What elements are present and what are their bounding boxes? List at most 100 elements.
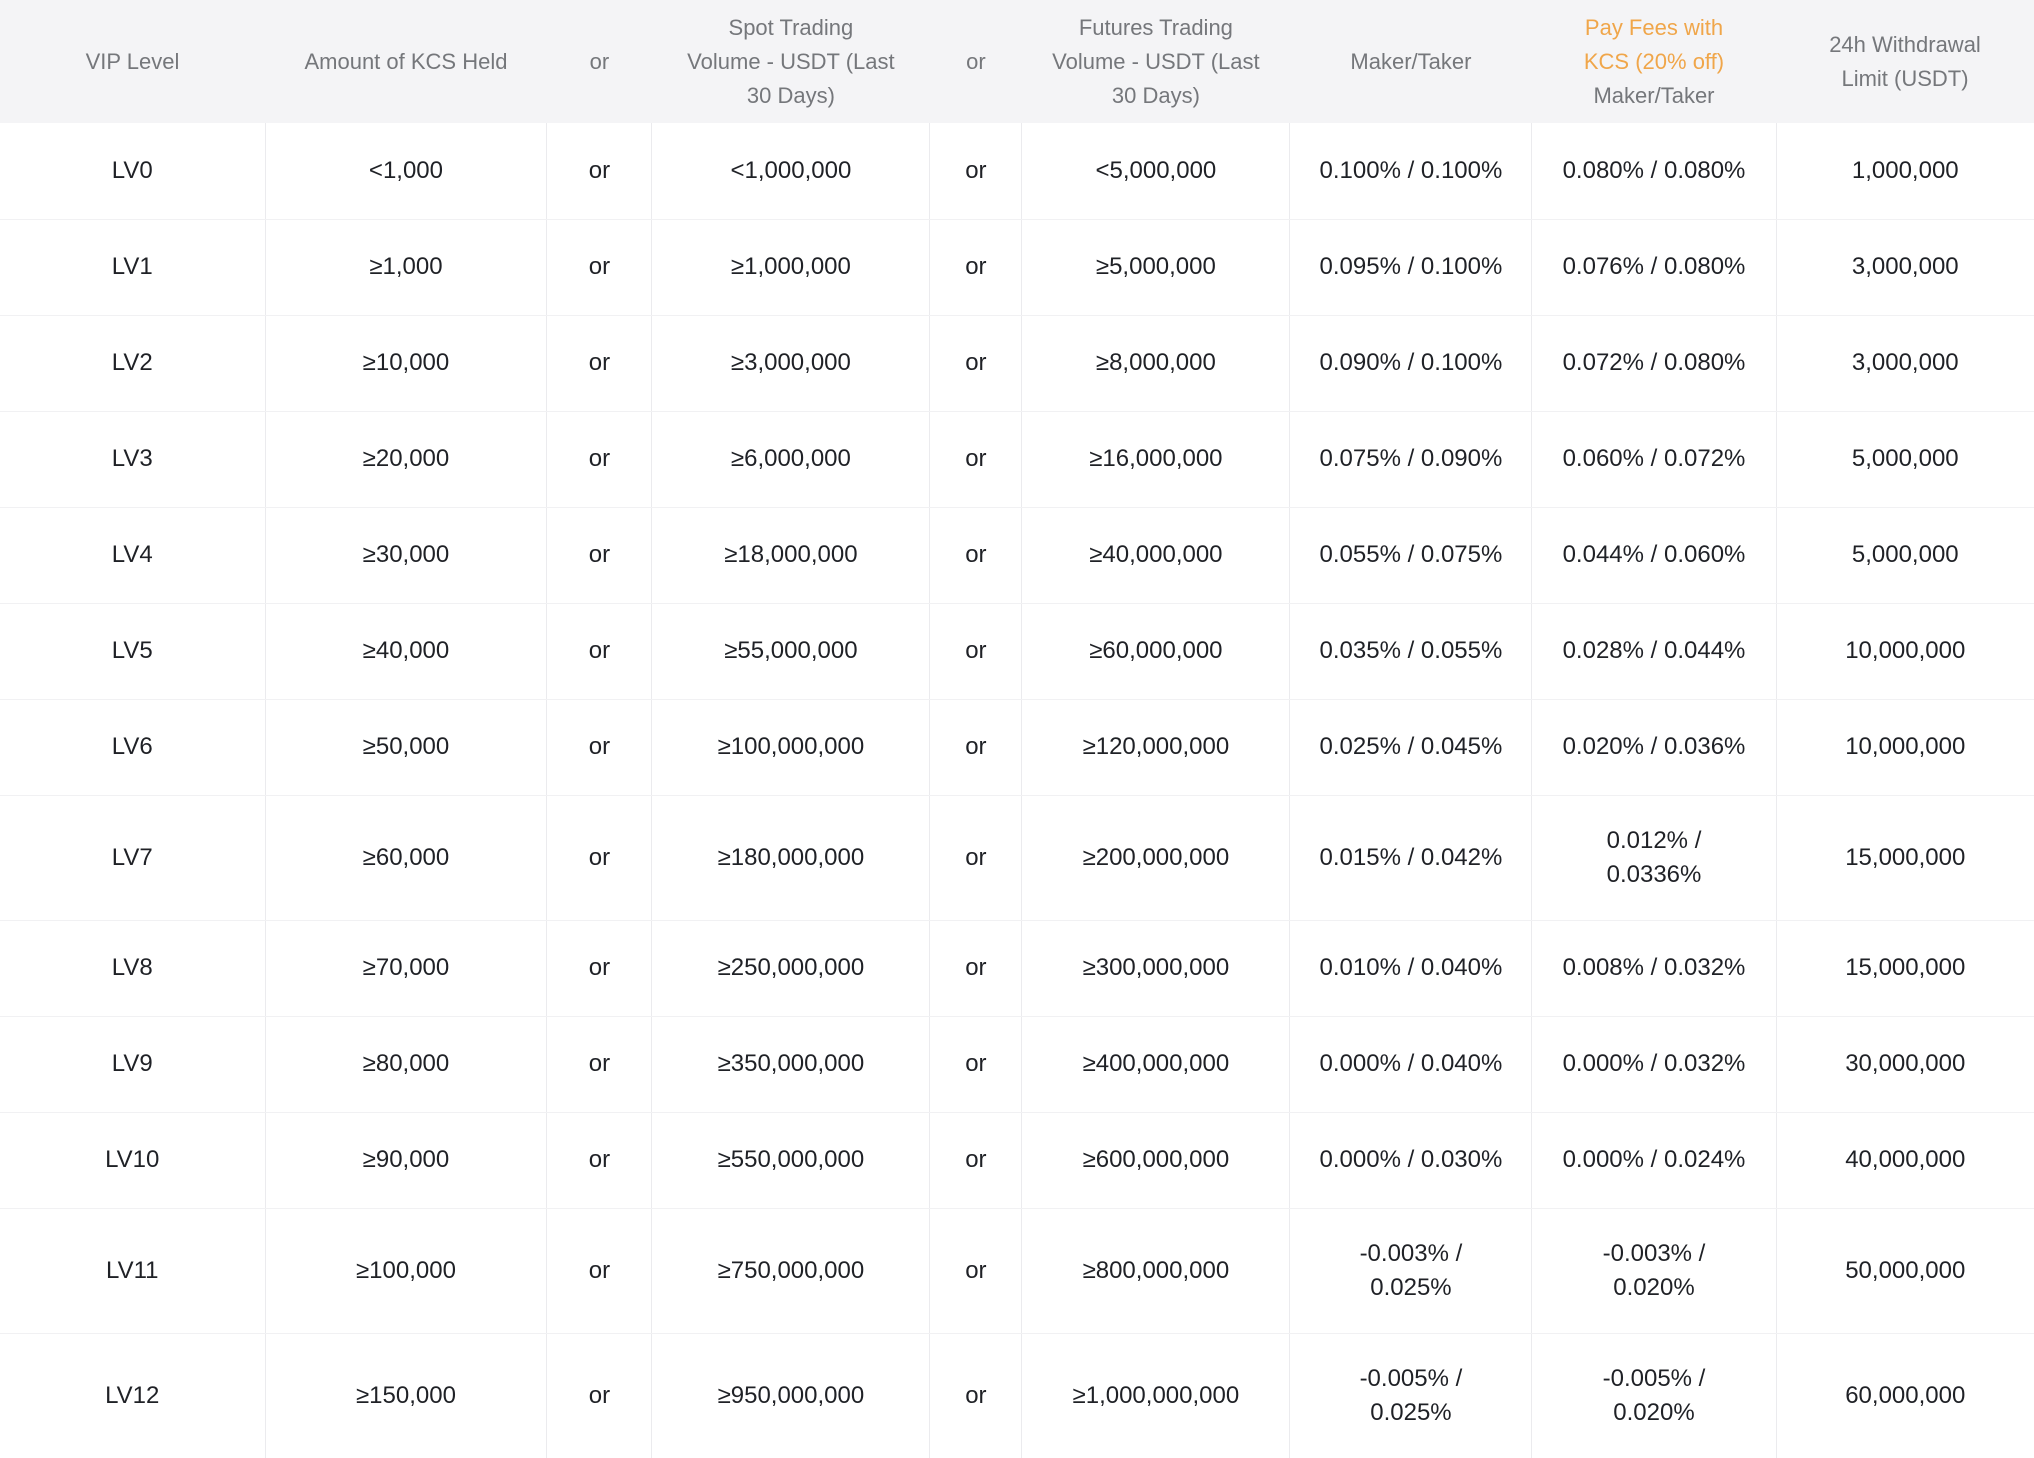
cell-withdrawal_limit: 40,000,000 [1775, 1111, 2034, 1209]
cell-vip_level: LV3 [0, 410, 266, 508]
cell-kcs_fee_discount: 0.020% / 0.036% [1531, 698, 1777, 796]
table-row-lv6: LV6 ≥50,000 or ≥100,000,000 or ≥120,000,000 0.… [0, 698, 2034, 796]
cell-spot_volume: ≥55,000,000 [651, 602, 931, 700]
cell-kcs_held: ≥40,000 [264, 602, 548, 700]
cell-withdrawal_limit: 30,000,000 [1775, 1015, 2034, 1113]
cell-or_2: or [929, 410, 1023, 508]
cell-withdrawal_limit: 10,000,000 [1775, 698, 2034, 796]
cell-vip_level: LV8 [0, 919, 266, 1017]
header-cell-vip_level: VIP Level [0, 0, 266, 123]
table-row-lv10: LV10 ≥90,000 or ≥550,000,000 or ≥600,000,000 0… [0, 1111, 2034, 1209]
cell-kcs_fee_discount: 0.008% / 0.032% [1531, 919, 1777, 1017]
cell-maker_taker: 0.035% / 0.055% [1289, 602, 1533, 700]
cell-maker_taker: -0.005% / 0.025% [1289, 1332, 1533, 1458]
cell-vip_level: LV2 [0, 314, 266, 412]
cell-spot_volume: ≥950,000,000 [651, 1332, 931, 1458]
cell-spot_volume: ≥3,000,000 [651, 314, 931, 412]
cell-kcs_fee_discount: 0.012% / 0.0336% [1531, 794, 1777, 921]
table-row-lv8: LV8 ≥70,000 or ≥250,000,000 or ≥300,000,000 0.… [0, 919, 2034, 1017]
cell-kcs_fee_discount: 0.000% / 0.024% [1531, 1111, 1777, 1209]
cell-futures_volume: ≥8,000,000 [1021, 314, 1291, 412]
cell-kcs_fee_discount: 0.076% / 0.080% [1531, 218, 1777, 316]
cell-spot_volume: ≥18,000,000 [651, 506, 931, 604]
header-cell-kcs_fee_discount: Pay Fees with KCS (20% off) Maker/Taker [1531, 0, 1777, 123]
cell-maker_taker: 0.095% / 0.100% [1289, 218, 1533, 316]
cell-vip_level: LV11 [0, 1207, 266, 1334]
cell-or_2: or [929, 919, 1023, 1017]
cell-vip_level: LV9 [0, 1015, 266, 1113]
cell-spot_volume: ≥750,000,000 [651, 1207, 931, 1334]
cell-or_2: or [929, 1111, 1023, 1209]
cell-kcs_held: <1,000 [264, 123, 548, 220]
cell-kcs_held: ≥20,000 [264, 410, 548, 508]
cell-or_1: or [546, 602, 653, 700]
table-body: LV0 <1,000 or <1,000,000 or <5,000,000 0.100% … [0, 123, 2034, 1458]
header-cell-futures_volume: Futures Trading Volume - USDT (Last 30 D… [1021, 0, 1290, 123]
cell-withdrawal_limit: 15,000,000 [1775, 919, 2034, 1017]
cell-or_2: or [929, 218, 1023, 316]
cell-vip_level: LV0 [0, 123, 266, 220]
header-cell-or_1: or [546, 0, 652, 123]
cell-kcs_fee_discount: 0.080% / 0.080% [1531, 123, 1777, 220]
cell-kcs_fee_discount: -0.003% / 0.020% [1531, 1207, 1777, 1334]
cell-kcs_held: ≥100,000 [264, 1207, 548, 1334]
header-accent-label-kcs_fee_discount: Pay Fees with KCS (20% off) [1583, 14, 1725, 74]
table-row-lv0: LV0 <1,000 or <1,000,000 or <5,000,000 0.100% … [0, 123, 2034, 220]
cell-vip_level: LV7 [0, 794, 266, 921]
table-row-lv2: LV2 ≥10,000 or ≥3,000,000 or ≥8,000,000 0.090%… [0, 314, 2034, 412]
table-header: VIP Level Amount of KCS Held or Spot Tradin… [0, 0, 2034, 123]
cell-or_1: or [546, 1207, 653, 1334]
cell-vip_level: LV10 [0, 1111, 266, 1209]
cell-maker_taker: 0.000% / 0.030% [1289, 1111, 1533, 1209]
table-row-lv4: LV4 ≥30,000 or ≥18,000,000 or ≥40,000,000 0.05… [0, 506, 2034, 604]
cell-or_1: or [546, 123, 653, 220]
cell-kcs_held: ≥1,000 [264, 218, 548, 316]
cell-maker_taker: 0.015% / 0.042% [1289, 794, 1533, 921]
cell-kcs_fee_discount: 0.072% / 0.080% [1531, 314, 1777, 412]
cell-withdrawal_limit: 60,000,000 [1775, 1332, 2034, 1458]
cell-maker_taker: 0.055% / 0.075% [1289, 506, 1533, 604]
cell-futures_volume: ≥5,000,000 [1021, 218, 1291, 316]
cell-kcs_held: ≥150,000 [264, 1332, 548, 1458]
table-row-lv1: LV1 ≥1,000 or ≥1,000,000 or ≥5,000,000 0.095% … [0, 218, 2034, 316]
cell-kcs_held: ≥90,000 [264, 1111, 548, 1209]
cell-kcs_fee_discount: 0.000% / 0.032% [1531, 1015, 1777, 1113]
cell-futures_volume: ≥120,000,000 [1021, 698, 1291, 796]
cell-maker_taker: 0.025% / 0.045% [1289, 698, 1533, 796]
cell-or_1: or [546, 794, 653, 921]
table-row-lv3: LV3 ≥20,000 or ≥6,000,000 or ≥16,000,000 0.075… [0, 410, 2034, 508]
cell-vip_level: LV1 [0, 218, 266, 316]
cell-futures_volume: ≥600,000,000 [1021, 1111, 1291, 1209]
cell-kcs_fee_discount: 0.060% / 0.072% [1531, 410, 1777, 508]
cell-futures_volume: ≥200,000,000 [1021, 794, 1291, 921]
cell-withdrawal_limit: 3,000,000 [1775, 314, 2034, 412]
cell-spot_volume: ≥6,000,000 [651, 410, 931, 508]
cell-maker_taker: 0.090% / 0.100% [1289, 314, 1533, 412]
cell-withdrawal_limit: 5,000,000 [1775, 410, 2034, 508]
cell-kcs_fee_discount: 0.028% / 0.044% [1531, 602, 1777, 700]
cell-withdrawal_limit: 10,000,000 [1775, 602, 2034, 700]
cell-or_2: or [929, 1207, 1023, 1334]
cell-maker_taker: 0.000% / 0.040% [1289, 1015, 1533, 1113]
cell-or_2: or [929, 506, 1023, 604]
cell-or_2: or [929, 794, 1023, 921]
cell-kcs_held: ≥80,000 [264, 1015, 548, 1113]
cell-withdrawal_limit: 15,000,000 [1775, 794, 2034, 921]
cell-withdrawal_limit: 3,000,000 [1775, 218, 2034, 316]
cell-vip_level: LV5 [0, 602, 266, 700]
header-cell-spot_volume: Spot Trading Volume - USDT (Last 30 Days… [651, 0, 930, 123]
cell-kcs_fee_discount: 0.044% / 0.060% [1531, 506, 1777, 604]
cell-or_2: or [929, 123, 1023, 220]
cell-or_1: or [546, 410, 653, 508]
cell-futures_volume: <5,000,000 [1021, 123, 1291, 220]
cell-kcs_held: ≥70,000 [264, 919, 548, 1017]
cell-spot_volume: ≥180,000,000 [651, 794, 931, 921]
cell-maker_taker: 0.010% / 0.040% [1289, 919, 1533, 1017]
cell-spot_volume: ≥550,000,000 [651, 1111, 931, 1209]
cell-futures_volume: ≥300,000,000 [1021, 919, 1291, 1017]
header-cell-maker_taker: Maker/Taker [1289, 0, 1532, 123]
header-cell-withdrawal_limit: 24h Withdrawal Limit (USDT) [1776, 0, 2034, 123]
cell-or_1: or [546, 1015, 653, 1113]
